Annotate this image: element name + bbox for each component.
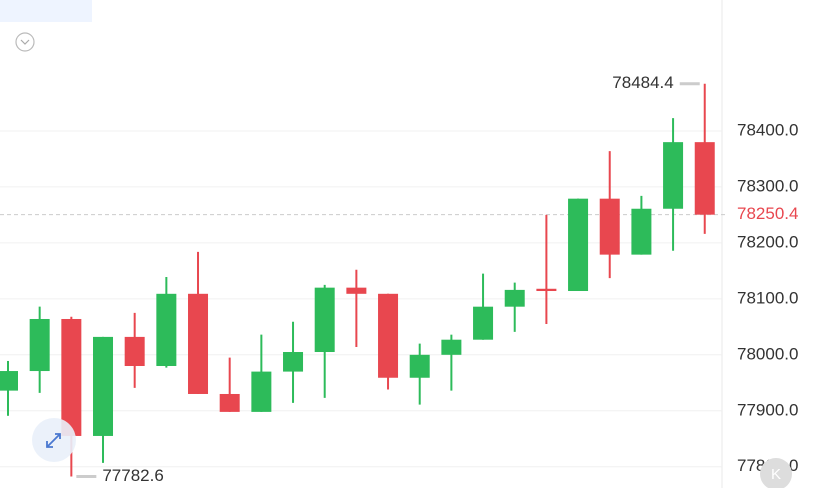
candle-body xyxy=(346,287,367,294)
candle-body xyxy=(0,371,18,391)
candle-body xyxy=(124,336,145,366)
candle-body xyxy=(631,208,652,255)
candle-body xyxy=(283,352,304,372)
candle-body xyxy=(441,339,462,355)
last-price-label: 78250.4 xyxy=(737,204,798,223)
plot: 77800.077900.078000.078100.078200.078300… xyxy=(0,73,829,485)
y-tick-label: 77900.0 xyxy=(737,400,798,419)
min-price-label: 77782.6 xyxy=(102,466,163,485)
candle-body xyxy=(29,318,50,372)
candle-body xyxy=(536,288,557,292)
candle-body xyxy=(504,289,525,307)
chevron xyxy=(20,39,30,45)
logo-circle xyxy=(760,458,792,488)
collapse-button[interactable] xyxy=(15,32,35,52)
candle-body xyxy=(568,198,589,292)
candle-body xyxy=(219,393,240,412)
candle-body xyxy=(473,306,494,340)
candle-body xyxy=(93,336,114,436)
candle-body xyxy=(188,293,209,394)
candle-body xyxy=(314,287,335,353)
expand-button[interactable] xyxy=(32,418,76,462)
y-tick-label: 78300.0 xyxy=(737,176,798,195)
last-price-bg xyxy=(726,203,829,226)
candle-body xyxy=(409,354,430,378)
candle-body xyxy=(378,293,399,378)
y-tick-label: 78000.0 xyxy=(737,344,798,363)
collapse-circle xyxy=(15,32,35,52)
candle-body xyxy=(156,293,177,366)
y-tick-label: 78400.0 xyxy=(737,120,798,139)
candle-body xyxy=(599,198,620,255)
y-tick-label: 78100.0 xyxy=(737,288,798,307)
y-tick-label: 78200.0 xyxy=(737,232,798,251)
candle-body xyxy=(61,318,82,436)
candle-body xyxy=(251,371,272,412)
candle-body xyxy=(663,142,684,209)
logo-text: K xyxy=(771,466,781,483)
expand-icon xyxy=(46,433,61,448)
max-price-label: 78484.4 xyxy=(612,73,673,92)
candle-body xyxy=(694,142,715,215)
tab-highlight xyxy=(0,0,92,22)
